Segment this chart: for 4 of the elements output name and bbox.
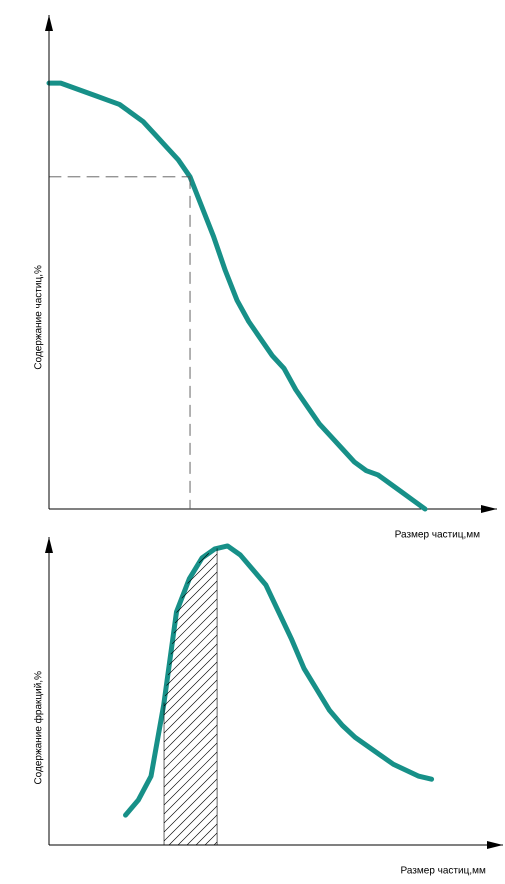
x-axis-title: Размер частиц,мм bbox=[395, 530, 480, 540]
y-axis-title: Содержание фракций,% bbox=[34, 671, 44, 784]
y-axis-title: Содержание частиц,% bbox=[34, 265, 44, 370]
x-axis-title: Размер частиц,мм bbox=[401, 866, 486, 876]
